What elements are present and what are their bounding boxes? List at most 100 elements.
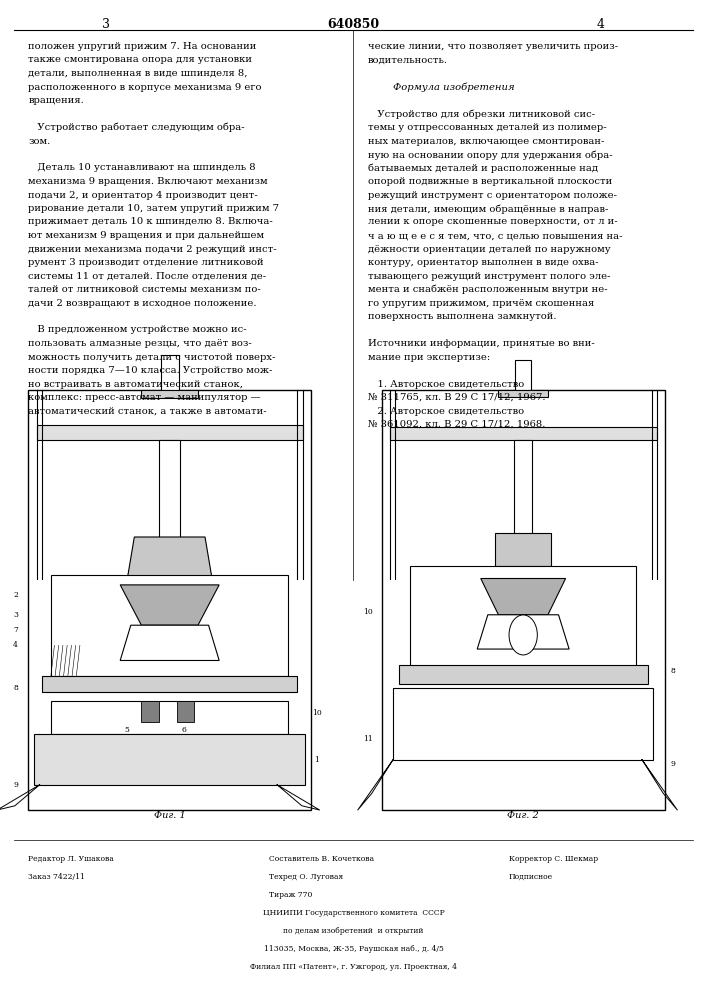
Bar [177, 701, 194, 722]
Bar [390, 427, 657, 440]
Text: № 361092, кл. В 29 С 17/12, 1968.: № 361092, кл. В 29 С 17/12, 1968. [368, 420, 545, 429]
Text: поверхность выполнена замкнутой.: поверхность выполнена замкнутой. [368, 312, 556, 321]
Bar [410, 566, 636, 667]
Polygon shape [127, 537, 212, 579]
Text: 3: 3 [13, 611, 18, 619]
Text: можность получить детали с чистотой поверх-: можность получить детали с чистотой пове… [28, 353, 276, 361]
Text: 2: 2 [13, 591, 18, 599]
Text: 4: 4 [13, 641, 18, 649]
Text: 9: 9 [13, 781, 18, 789]
Text: ч а ю щ е е с я тем, что, с целью повышения на-: ч а ю щ е е с я тем, что, с целью повыше… [368, 231, 622, 240]
Bar [51, 701, 288, 734]
Text: 10: 10 [363, 608, 373, 616]
Text: Фиг. 2: Фиг. 2 [508, 810, 539, 820]
Bar [515, 360, 531, 390]
Bar [498, 390, 548, 397]
Polygon shape [120, 625, 219, 660]
Text: тывающего режущий инструмент полого эле-: тывающего режущий инструмент полого эле- [368, 272, 610, 281]
Text: Источники информации, принятые во вни-: Источники информации, принятые во вни- [368, 339, 595, 348]
Text: расположенного в корпусе механизма 9 его: расположенного в корпусе механизма 9 его [28, 83, 262, 92]
Text: комплекс: пресс-автомат — манипулятор —: комплекс: пресс-автомат — манипулятор — [28, 393, 261, 402]
Text: Устройство для обрезки литниковой сис-: Устройство для обрезки литниковой сис- [368, 109, 595, 119]
Text: го упругим прижимом, причём скошенная: го упругим прижимом, причём скошенная [368, 298, 594, 308]
Text: темы у отпрессованных деталей из полимер-: темы у отпрессованных деталей из полимер… [368, 123, 607, 132]
Bar [42, 676, 297, 692]
Text: 11: 11 [363, 735, 373, 743]
Bar [160, 355, 178, 390]
Text: вращения.: вращения. [28, 96, 84, 105]
Text: 5: 5 [125, 726, 129, 734]
Text: Фиг. 1: Фиг. 1 [154, 810, 185, 820]
Text: Деталь 10 устанавливают на шпиндель 8: Деталь 10 устанавливают на шпиндель 8 [28, 163, 256, 172]
Text: ную на основании опору для удержания обра-: ную на основании опору для удержания обр… [368, 150, 612, 159]
Polygon shape [477, 615, 569, 649]
Text: батываемых деталей и расположенные над: батываемых деталей и расположенные над [368, 163, 597, 173]
Text: по делам изобретений  и открытий: по делам изобретений и открытий [284, 927, 423, 935]
Text: Подписное: Подписное [509, 873, 553, 881]
Text: 10: 10 [312, 709, 322, 717]
Text: № 311765, кл. В 29 С 17/12, 1967.: № 311765, кл. В 29 С 17/12, 1967. [368, 393, 545, 402]
Text: контуру, ориентатор выполнен в виде охва-: контуру, ориентатор выполнен в виде охва… [368, 258, 598, 267]
Bar [159, 440, 180, 550]
Text: Редактор Л. Ушакова: Редактор Л. Ушакова [28, 855, 114, 863]
Text: Заказ 7422/11: Заказ 7422/11 [28, 873, 85, 881]
Text: Составитель В. Кочеткова: Составитель В. Кочеткова [269, 855, 374, 863]
Text: детали, выполненная в виде шпинделя 8,: детали, выполненная в виде шпинделя 8, [28, 69, 247, 78]
Text: Формула изобретения: Формула изобретения [368, 83, 514, 92]
Text: зом.: зом. [28, 137, 50, 146]
Text: ности порядка 7—10 класса. Устройство мож-: ности порядка 7—10 класса. Устройство мо… [28, 366, 273, 375]
Text: 8: 8 [671, 667, 675, 675]
Text: талей от литниковой системы механизм по-: талей от литниковой системы механизм по- [28, 285, 261, 294]
Bar [399, 665, 648, 684]
Bar [514, 440, 532, 537]
Text: пользовать алмазные резцы, что даёт воз-: пользовать алмазные резцы, что даёт воз- [28, 339, 252, 348]
Bar [141, 390, 198, 398]
Text: движении механизма подачи 2 режущий инст-: движении механизма подачи 2 режущий инст… [28, 244, 277, 253]
Text: мента и снабжён расположенным внутри не-: мента и снабжён расположенным внутри не- [368, 285, 607, 294]
Circle shape [509, 615, 537, 655]
Text: рирование детали 10, затем упругий прижим 7: рирование детали 10, затем упругий прижи… [28, 204, 279, 213]
Text: режущий инструмент с ориентатором положе-: режущий инструмент с ориентатором положе… [368, 190, 617, 200]
Text: 113035, Москва, Ж-35, Раушская наб., д. 4/5: 113035, Москва, Ж-35, Раушская наб., д. … [264, 945, 443, 953]
Text: также смонтирована опора для установки: также смонтирована опора для установки [28, 55, 252, 64]
Polygon shape [481, 578, 566, 615]
Text: положен упругий прижим 7. На основании: положен упругий прижим 7. На основании [28, 42, 257, 51]
Text: румент 3 производит отделение литниковой: румент 3 производит отделение литниковой [28, 258, 264, 267]
Text: Техред О. Луговая: Техред О. Луговая [269, 873, 343, 881]
Text: прижимает деталь 10 к шпинделю 8. Включа-: прижимает деталь 10 к шпинделю 8. Включа… [28, 218, 273, 227]
Text: 7: 7 [13, 626, 18, 634]
Text: 2. Авторское свидетельство: 2. Авторское свидетельство [368, 407, 524, 416]
Text: водительность.: водительность. [368, 55, 448, 64]
Text: ЦНИИПИ Государственного комитета  СССР: ЦНИИПИ Государственного комитета СССР [262, 909, 445, 917]
Bar [51, 575, 288, 676]
Text: мание при экспертизе:: мание при экспертизе: [368, 353, 490, 361]
Bar [141, 701, 159, 722]
Text: системы 11 от деталей. После отделения де-: системы 11 от деталей. После отделения д… [28, 272, 267, 281]
Text: ческие линии, что позволяет увеличить произ-: ческие линии, что позволяет увеличить пр… [368, 42, 618, 51]
Text: механизма 9 вращения. Включают механизм: механизма 9 вращения. Включают механизм [28, 177, 268, 186]
Text: 1: 1 [315, 756, 319, 764]
Text: 640850: 640850 [327, 18, 380, 31]
Text: ют механизм 9 вращения и при дальнейшем: ют механизм 9 вращения и при дальнейшем [28, 231, 264, 240]
Text: В предложенном устройстве можно ис-: В предложенном устройстве можно ис- [28, 326, 247, 334]
Text: ных материалов, включающее смонтирован-: ных материалов, включающее смонтирован- [368, 137, 604, 146]
Text: 9: 9 [671, 760, 675, 768]
Text: Устройство работает следующим обра-: Устройство работает следующим обра- [28, 123, 245, 132]
Bar [28, 390, 311, 810]
Bar [34, 734, 305, 785]
Text: Корректор С. Шекмар: Корректор С. Шекмар [509, 855, 598, 863]
Text: лении к опоре скошенные поверхности, от л и-: лении к опоре скошенные поверхности, от … [368, 218, 617, 227]
Text: опорой подвижные в вертикальной плоскости: опорой подвижные в вертикальной плоскост… [368, 177, 612, 186]
Bar [37, 425, 303, 440]
Text: но встраивать в автоматический станок,: но встраивать в автоматический станок, [28, 380, 243, 389]
Bar [382, 390, 665, 810]
Text: подачи 2, и ориентатор 4 производит цент-: подачи 2, и ориентатор 4 производит цент… [28, 190, 258, 200]
Text: 4: 4 [597, 18, 605, 31]
Text: Тираж 770: Тираж 770 [269, 891, 312, 899]
Text: ния детали, имеющим обращённые в направ-: ния детали, имеющим обращённые в направ- [368, 204, 608, 214]
Text: 3: 3 [102, 18, 110, 31]
Polygon shape [120, 585, 219, 625]
Text: 6: 6 [182, 726, 186, 734]
Text: 8: 8 [13, 684, 18, 692]
Bar [393, 688, 653, 760]
